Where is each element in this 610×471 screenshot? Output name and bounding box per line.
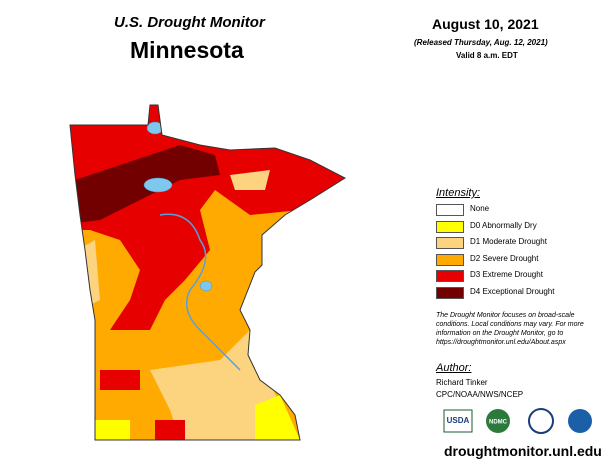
legend-label: D0 Abnormally Dry [470,220,537,230]
date: August 10, 2021 [432,16,539,32]
released: (Released Thursday, Aug. 12, 2021) [414,38,548,47]
logo-ndmc: NDMC [489,420,508,426]
legend-title: Intensity: [436,187,481,199]
author-title: Author: [436,362,472,374]
valid-time: Valid 8 a.m. EDT [456,51,518,60]
legend-swatch [436,270,464,282]
legend-swatch [436,286,464,299]
author-agency: CPC/NOAA/NWS/NCEP [436,390,524,399]
url: droughtmonitor.unl.edu [444,443,602,459]
legend-swatch [436,253,464,266]
logos: USDA NDMC [443,408,592,434]
legend-swatch [436,220,464,233]
note: The Drought Monitor focuses on broad-sca… [436,312,584,346]
legend-label: D2 Severe Drought [470,253,539,263]
state-title: Minnesota [130,37,244,63]
legend-label: D3 Extreme Drought [470,270,543,279]
legend-label: D1 Moderate Drought [470,237,547,246]
legend-label: None [470,204,490,213]
drought-areas [70,105,345,440]
program-title: U.S. Drought Monitor [114,14,265,31]
legend-label: D4 Exceptional Drought [470,286,555,296]
legend-swatch [436,204,464,216]
author-name: Richard Tinker [436,378,488,387]
state-outline [69,104,347,441]
legend-swatch [436,237,464,249]
logo-usda: USDA [447,416,470,425]
